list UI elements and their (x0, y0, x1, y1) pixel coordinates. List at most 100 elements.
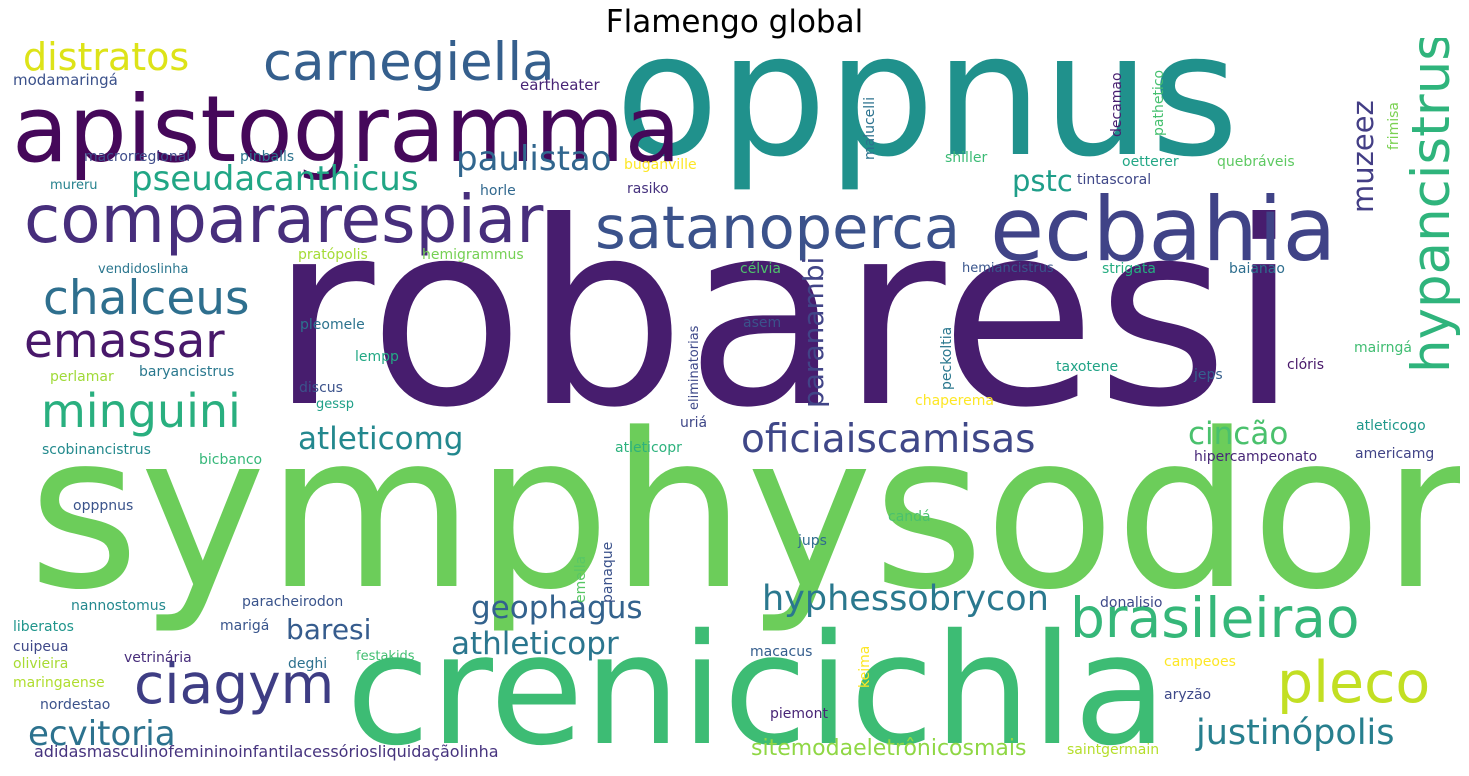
word-muzeez: muzeez (1346, 100, 1380, 213)
word-atleticopr-small: atleticopr (615, 440, 682, 456)
word-campeoes: campeoes (1164, 654, 1236, 670)
word-paracheirodon: paracheirodon (242, 594, 344, 610)
word-compararespiar: compararespiar (24, 181, 544, 258)
word-adidas-long: adidasmasculinofemininoinfantilacessório… (34, 742, 499, 761)
word-festakids: festakids (356, 649, 415, 664)
chart-title: Flamengo global (605, 4, 864, 40)
word-atleticomg: atleticomg (298, 421, 464, 457)
word-oetterer: oetterer (1122, 154, 1179, 170)
word-perlamar: perlamar (50, 369, 114, 385)
word-shiller: shiller (945, 150, 988, 166)
word-mairnga: mairngá (1354, 340, 1412, 356)
word-liberatos: liberatos (13, 619, 74, 635)
word-geophagus: geophagus (471, 590, 643, 626)
word-mureru: mureru (50, 178, 98, 193)
word-uria: uriá (680, 415, 708, 431)
word-chaperema: chaperema (915, 393, 994, 409)
word-modamaringa: modamaringá (13, 71, 118, 89)
word-emella: emella (573, 555, 589, 603)
word-sitemodaeletronicosmais: sitemodaeletrônicosmais (751, 736, 1027, 761)
word-pathetico: pathetico (1151, 69, 1167, 136)
word-discus: discus (299, 380, 343, 396)
word-bicbanco: bicbanco (199, 452, 263, 468)
word-baianao: baianao (1229, 261, 1285, 277)
word-hypancistrus: hypancistrus (1401, 38, 1460, 373)
word-saintgermain: saintgermain (1067, 742, 1160, 758)
word-baryancistrus: baryancistrus (139, 364, 235, 380)
word-robaresi: robaresi (270, 167, 1300, 463)
word-decamao: decamao (1109, 72, 1125, 137)
word-carnegiella: carnegiella (263, 38, 555, 93)
word-jups: jups (798, 533, 827, 549)
word-horle: horle (480, 183, 516, 199)
word-olivieira: olivieira (13, 656, 69, 672)
word-symphysodon: symphysodon (28, 388, 1460, 637)
word-keima: keima (857, 645, 873, 688)
word-cloris: clóris (1287, 357, 1325, 373)
word-oficiaiscamisas: oficiaiscamisas (741, 417, 1036, 462)
word-canda: candá (888, 509, 931, 525)
word-brasileirao: brasileirao (1070, 586, 1360, 650)
word-macrorregional: macrorregional (84, 149, 191, 165)
word-piemont: piemont (770, 706, 828, 722)
word-satanoperca: satanoperca (595, 193, 960, 262)
word-americamg: americamg (1355, 446, 1435, 462)
word-hemiancistrus: hemiancistrus (962, 261, 1054, 276)
word-quebraveis: quebráveis (1217, 154, 1295, 170)
word-oppnus: oppnus (615, 38, 1239, 195)
word-justinopolis: justinópolis (1196, 713, 1395, 753)
word-pinballs: pinballs (240, 149, 295, 165)
word-eartheater: eartheater (520, 76, 600, 94)
word-donalisio: donalisio (1100, 595, 1163, 611)
word-cincao: cincão (1188, 416, 1289, 452)
word-paranambi: paranambi (797, 256, 830, 408)
word-ecbahia: ecbahia (990, 178, 1337, 281)
word-maringaense: maringaense (13, 675, 105, 691)
word-peckoltia: peckoltia (939, 326, 955, 390)
word-ciagym: ciagym (134, 652, 335, 716)
word-cuipeua: cuipeua (13, 639, 69, 655)
word-baresi: baresi (286, 613, 372, 646)
word-pleomele: pleomele (300, 317, 365, 333)
word-taxotene: taxotene (1056, 359, 1119, 375)
word-deghi: deghi (288, 656, 328, 672)
word-hyphessobrycon: hyphessobrycon (762, 579, 1049, 619)
word-pstc: pstc (1012, 164, 1073, 198)
word-distratos: distratos (23, 38, 190, 79)
word-macacus: macacus (750, 644, 813, 660)
word-cloud: robaresi symphysodon oppnus crenicichla … (10, 38, 1460, 768)
word-apistogramma: apistogramma (12, 76, 681, 183)
word-minguini: minguini (41, 384, 241, 438)
word-frimisa: frimisa (1386, 102, 1402, 150)
word-opppnus: opppnus (73, 498, 134, 514)
word-malucelli: malucelli (862, 97, 878, 160)
word-hipercampeonato: hipercampeonato (1194, 449, 1318, 465)
word-nordestao: nordestao (40, 697, 111, 713)
word-buganville: buganville (624, 157, 697, 173)
word-strigata: strigata (1102, 261, 1156, 277)
word-pseudacanthicus: pseudacanthicus (131, 159, 419, 199)
word-pratopolis: pratópolis (298, 247, 368, 263)
word-tintascoral: tintascoral (1077, 172, 1152, 188)
word-scobinancistrus: scobinancistrus (42, 442, 151, 458)
word-lempp: lempp (355, 349, 399, 365)
word-crenicichla: crenicichla (346, 602, 1168, 768)
word-mariga: marigá (220, 618, 270, 634)
word-pleco: pleco (1277, 650, 1431, 716)
word-atleticogo: atleticogo (1356, 418, 1426, 434)
word-ecvitoria: ecvitoria (28, 714, 176, 754)
word-chalceus: chalceus (43, 271, 250, 326)
word-vetrinaria: vetrinária (124, 650, 192, 666)
word-hemigrammus: hemigrammus (422, 247, 524, 263)
word-athleticopr: athleticopr (451, 626, 619, 662)
word-nannostomus: nannostomus (71, 598, 166, 614)
word-celvia: célvia (740, 261, 781, 277)
word-vendidoslinha: vendidoslinha (98, 262, 189, 277)
word-emassar: emassar (24, 314, 225, 369)
word-paulistao: paulistao (456, 139, 612, 179)
word-aryzao: aryzão (1164, 687, 1212, 703)
word-panaque: panaque (600, 541, 616, 603)
word-jeps: jeps (1194, 367, 1223, 383)
word-gessp: gessp (316, 397, 355, 412)
word-eliminatorias: eliminatorias (687, 325, 702, 410)
